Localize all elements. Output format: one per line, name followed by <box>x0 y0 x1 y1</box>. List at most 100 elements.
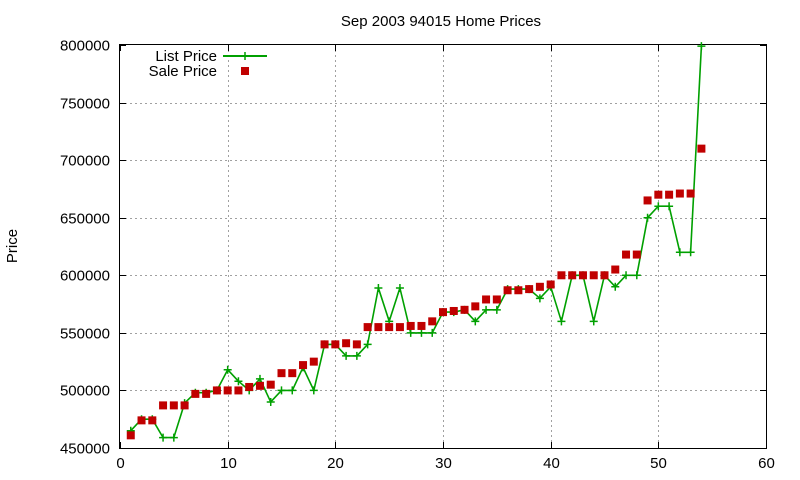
sale-price-point <box>245 382 254 391</box>
sale-price-point <box>299 361 308 370</box>
list-price-point <box>277 386 286 395</box>
sale-price-point <box>223 386 232 395</box>
sale-price-point <box>665 190 674 199</box>
list-price-point <box>342 351 351 360</box>
sale-price-point <box>169 401 178 410</box>
sale-price-point <box>277 369 286 378</box>
list-price-point <box>697 42 706 51</box>
plot-frame <box>119 44 767 449</box>
x-tick-label: 60 <box>758 455 775 472</box>
list-price-point <box>471 317 480 326</box>
x-tick-label: 20 <box>327 455 344 472</box>
list-price-point <box>589 317 598 326</box>
sale-price-point <box>331 340 340 349</box>
sale-price-point <box>525 285 534 294</box>
y-tick-label: 650000 <box>60 211 110 228</box>
sale-price-point <box>535 282 544 291</box>
list-price-point <box>266 397 275 406</box>
y-tick-label: 500000 <box>60 383 110 400</box>
sale-price-point <box>439 308 447 317</box>
sale-price-point <box>568 271 577 280</box>
list-price-point <box>622 271 631 280</box>
list-price-point <box>557 317 566 326</box>
sale-price-point <box>406 321 415 330</box>
sale-price-point <box>686 189 695 198</box>
list-price-point <box>654 202 663 211</box>
axis-ticks: 450000 500000 550000 600000 650000 700000 7500… <box>60 38 775 473</box>
list-price-point <box>665 202 674 211</box>
sale-price-point <box>159 401 168 410</box>
sale-price-point <box>557 271 566 280</box>
list-price-point <box>374 283 383 292</box>
chart-title: Sep 2003 94015 Home Prices <box>341 13 541 30</box>
sale-price-point <box>546 280 555 289</box>
list-price-point <box>395 283 404 292</box>
sale-price-point <box>675 189 684 198</box>
x-tick-label: 40 <box>543 455 560 472</box>
sale-price-point <box>460 305 469 314</box>
sale-price-point <box>212 386 221 395</box>
list-price-point <box>352 351 361 360</box>
sale-price-point <box>255 381 264 390</box>
sale-price-point <box>374 323 383 332</box>
list-price-point <box>169 433 178 442</box>
legend-label-list-price: List Price <box>155 48 217 65</box>
sale-price-point <box>471 302 480 311</box>
list-price-point <box>159 433 168 442</box>
list-price-point <box>363 340 372 349</box>
sale-price-point <box>449 306 458 315</box>
list-price-point <box>309 386 318 395</box>
sale-price-point <box>632 250 641 259</box>
sale-price-point <box>589 271 598 280</box>
list-price-point <box>223 365 232 374</box>
list-price-point <box>492 305 501 314</box>
x-tick-label: 10 <box>220 455 237 472</box>
sale-price-point <box>288 369 297 378</box>
sale-price-point <box>514 286 523 295</box>
sale-price-point <box>180 401 189 410</box>
list-price-point <box>234 377 243 386</box>
sale-price-point <box>266 380 275 389</box>
list-price-point <box>482 305 491 314</box>
list-price-point <box>417 328 426 337</box>
sale-price-point <box>417 321 426 330</box>
y-tick-label: 750000 <box>60 96 110 113</box>
legend-marker-sale-price <box>241 67 249 75</box>
sale-price-point <box>234 386 243 395</box>
list-price-point <box>611 282 620 291</box>
sale-price-point <box>342 339 351 348</box>
sale-price-point <box>492 295 501 304</box>
list-price-line <box>130 46 703 439</box>
list-price-point <box>643 213 652 222</box>
list-price-point <box>686 248 695 257</box>
sale-price-point <box>320 340 329 349</box>
sale-price-point <box>191 389 200 398</box>
sale-price-point <box>385 323 394 332</box>
sale-price-point <box>148 416 157 425</box>
sale-price-point <box>137 416 146 425</box>
legend: List Price Sale Price <box>149 48 267 80</box>
y-tick-label: 550000 <box>60 326 110 343</box>
x-tick-label: 0 <box>116 455 124 472</box>
sale-price-point <box>126 431 135 440</box>
sale-price-point <box>578 271 587 280</box>
list-price-point <box>255 374 264 383</box>
list-price-point <box>288 386 297 395</box>
y-axis-label: Price <box>4 229 21 263</box>
sale-price-point <box>611 265 620 274</box>
legend-label-sale-price: Sale Price <box>149 63 217 80</box>
series <box>126 42 706 442</box>
x-tick-label: 50 <box>650 455 667 472</box>
sale-price-point <box>363 323 372 332</box>
sale-price-point <box>202 389 211 398</box>
grid <box>120 45 766 448</box>
sale-price-point <box>428 317 437 326</box>
sale-price-point <box>600 271 609 280</box>
list-price-point <box>632 271 641 280</box>
list-price-point <box>675 248 684 257</box>
legend-marker-list-price <box>241 52 249 60</box>
y-tick-label: 800000 <box>60 38 110 55</box>
sale-price-point <box>697 144 706 153</box>
sale-price-point <box>643 196 652 205</box>
